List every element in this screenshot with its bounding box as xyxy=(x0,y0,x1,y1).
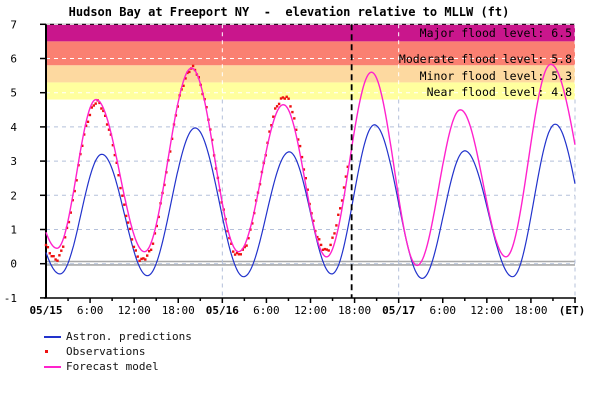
x-tick-label: 18:00 xyxy=(338,304,371,317)
x-tick-label: 05/15 xyxy=(29,304,62,317)
y-tick-label: 1 xyxy=(10,224,17,237)
y-tick-label: 2 xyxy=(10,189,17,202)
x-tick-label: (ET) xyxy=(559,304,586,317)
chart-title: Hudson Bay at Freeport NY - elevation re… xyxy=(68,5,510,19)
x-tick-label: 12:00 xyxy=(118,304,151,317)
x-tick-label: 6:00 xyxy=(253,304,280,317)
astron-predictions-line-swatch-icon xyxy=(44,332,61,342)
legend-item-astron-predictions: Astron. predictions xyxy=(44,329,192,344)
y-tick-label: 3 xyxy=(10,155,17,168)
x-tick-label: 18:00 xyxy=(514,304,547,317)
legend-item-observations: Observations xyxy=(44,344,192,359)
y-tick-label: 5 xyxy=(10,87,17,100)
x-tick-label: 12:00 xyxy=(470,304,503,317)
y-tick-label: -1 xyxy=(4,292,17,305)
flood-band-major xyxy=(46,24,575,42)
flood-label-moderate: Moderate flood level: 5.8 xyxy=(399,52,572,66)
y-tick-label: 0 xyxy=(10,258,17,271)
legend-label: Observations xyxy=(66,345,146,358)
flood-band-moderate xyxy=(46,41,575,66)
x-tick-label: 05/16 xyxy=(206,304,239,317)
flood-band-near xyxy=(46,82,575,100)
flood-band-minor xyxy=(46,65,575,83)
y-tick-label: 4 xyxy=(10,121,17,134)
legend-item-forecast-model: Forecast model xyxy=(44,359,192,374)
legend-label: Forecast model xyxy=(66,360,159,373)
flood-label-minor: Minor flood level: 5.3 xyxy=(420,69,572,83)
observations-dot-swatch-icon xyxy=(44,347,61,357)
y-tick-label: 6 xyxy=(10,53,17,66)
legend: Astron. predictions Observations Forecas… xyxy=(44,329,192,374)
flood-label-major: Major flood level: 6.5 xyxy=(420,26,572,40)
x-tick-label: 18:00 xyxy=(162,304,195,317)
legend-label: Astron. predictions xyxy=(66,330,192,343)
x-tick-label: 6:00 xyxy=(430,304,457,317)
y-tick-label: 7 xyxy=(10,18,17,31)
x-tick-label: 05/17 xyxy=(382,304,415,317)
x-tick-label: 12:00 xyxy=(294,304,327,317)
forecast-model-line xyxy=(45,63,576,267)
flood-label-near: Near flood level: 4.8 xyxy=(427,85,572,99)
forecast-model-line-swatch-icon xyxy=(44,362,61,372)
x-tick-label: 6:00 xyxy=(77,304,104,317)
